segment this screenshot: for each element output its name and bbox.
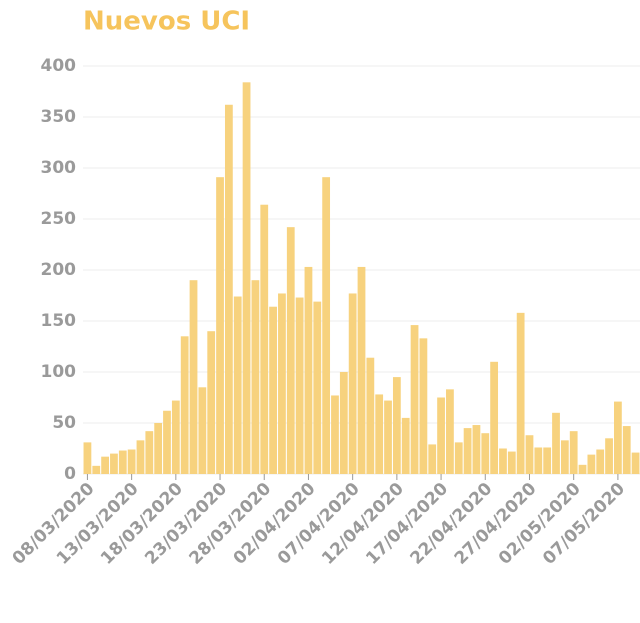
bar	[313, 301, 322, 474]
bar	[419, 338, 428, 474]
bar	[101, 456, 109, 474]
bar	[410, 325, 419, 474]
y-tick-label: 0	[64, 464, 76, 484]
bar	[560, 440, 569, 474]
bar	[216, 177, 224, 474]
bar	[322, 177, 331, 474]
bar	[260, 204, 269, 474]
y-tick-label: 350	[41, 107, 77, 127]
bar	[392, 377, 401, 474]
bar	[507, 451, 516, 474]
y-tick-label: 150	[41, 311, 77, 331]
bar	[269, 306, 277, 474]
bar	[198, 387, 207, 474]
bar	[366, 357, 375, 474]
y-tick-label: 400	[41, 56, 77, 76]
bar	[516, 312, 525, 474]
bar	[295, 297, 304, 474]
y-tick-label: 250	[41, 209, 77, 229]
bar	[304, 266, 313, 474]
y-tick-label: 100	[41, 362, 77, 382]
bar	[83, 442, 92, 474]
bar	[224, 104, 233, 474]
bar	[437, 397, 445, 474]
bar	[454, 442, 463, 474]
bar	[110, 453, 118, 474]
bar	[614, 401, 622, 474]
bar	[339, 372, 348, 474]
bar	[180, 336, 189, 474]
bar	[463, 428, 472, 474]
bar	[251, 280, 260, 474]
bar	[587, 454, 596, 474]
bar	[401, 417, 410, 474]
bar	[145, 431, 154, 474]
bar	[534, 447, 543, 474]
bar	[278, 293, 286, 474]
bar	[446, 389, 454, 474]
chart-title: Nuevos UCI	[83, 7, 250, 37]
bar	[92, 465, 101, 474]
bar	[357, 266, 366, 474]
bar	[569, 431, 578, 474]
bar	[127, 449, 136, 474]
bar	[154, 423, 163, 474]
bar	[384, 400, 392, 474]
bar	[171, 400, 180, 474]
bar	[233, 296, 242, 474]
bar	[118, 450, 127, 474]
y-tick-label: 200	[41, 260, 77, 280]
bar	[481, 433, 490, 474]
bar	[375, 394, 384, 474]
bar	[605, 438, 613, 474]
bar	[543, 447, 552, 474]
bar	[428, 444, 437, 474]
bar	[631, 452, 640, 474]
y-tick-label: 50	[52, 413, 76, 433]
bar	[525, 435, 534, 474]
y-tick-label: 300	[41, 158, 77, 178]
bar	[578, 464, 587, 474]
bar	[331, 395, 339, 474]
bar	[622, 426, 631, 474]
bar	[189, 280, 198, 474]
bar	[286, 227, 295, 474]
bar	[163, 410, 171, 474]
bar	[348, 293, 357, 474]
bar	[490, 361, 499, 474]
bar	[136, 440, 145, 474]
bar	[472, 425, 481, 474]
bar	[552, 412, 560, 474]
bar	[499, 448, 507, 474]
bar	[596, 449, 605, 474]
bar	[242, 82, 251, 474]
bar	[207, 331, 216, 474]
